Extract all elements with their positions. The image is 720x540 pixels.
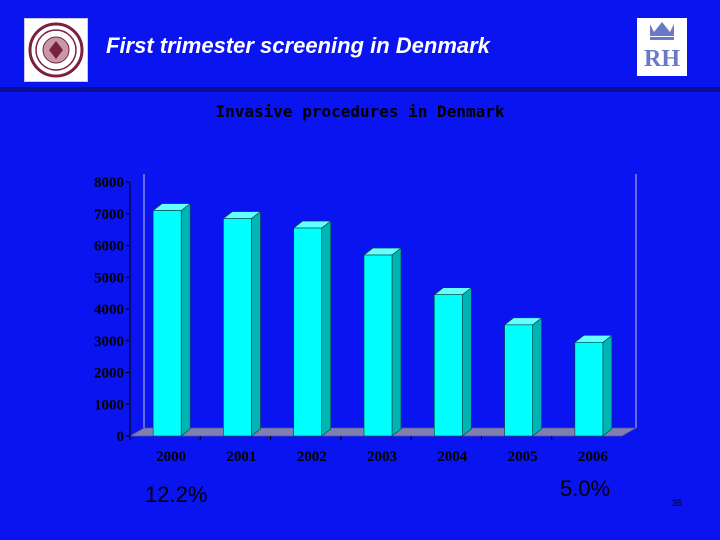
bar-front [152,210,182,437]
bar [152,202,192,437]
svg-text:RH: RH [644,46,680,72]
university-seal-logo [24,18,88,82]
y-tick-label: 0 [117,429,125,445]
y-tick-label: 2000 [94,366,124,382]
y-tick-label: 7000 [94,207,124,223]
x-tick-label: 2001 [226,449,256,465]
bar-side [321,220,332,437]
bar [222,210,262,437]
right-percent-annotation: 5.0% [560,476,611,501]
x-tick-label: 2004 [437,449,468,465]
y-tick-label: 1000 [94,397,124,413]
bar-side [251,210,261,437]
y-tick-label: 4000 [94,302,124,318]
bar [363,247,402,437]
left-percent-annotation: 12.2% [145,482,208,507]
x-tick-label: 2002 [297,449,327,465]
bar-front [504,324,533,437]
bar-front [363,254,393,437]
x-axis: 2000 2001 2002 2003 2004 2005 2006 [129,436,609,465]
bar-front [574,342,604,437]
bar-front [223,218,252,437]
x-tick-label: 2000 [156,449,186,465]
x-tick-label: 2003 [367,449,397,465]
header-divider [0,87,720,92]
bar [573,334,613,437]
bar-side [461,287,472,437]
bar [503,317,543,437]
bar-front [433,294,463,437]
bar-series [152,202,613,437]
bar-side [391,247,402,437]
bar-front [293,227,323,437]
y-tick-label: 5000 [94,270,124,286]
bar [292,220,332,437]
x-tick-label: 2006 [578,449,609,465]
x-tick-label: 2005 [508,449,538,465]
chart-title: Invasive procedures in Denmark [215,102,505,121]
bar-side [602,334,613,437]
rigshospitalet-crown-logo: RH [637,18,687,76]
y-tick-label: 3000 [94,334,124,350]
bar [433,287,473,437]
y-tick-label: 6000 [94,239,124,255]
bar-side [532,317,542,437]
bar-side [180,202,191,437]
y-tick-label: 8000 [94,175,124,191]
slide-title: First trimester screening in Denmark [106,33,490,58]
page-number: 35 [672,498,683,508]
y-axis: 0 1000 2000 3000 4000 5000 6000 7000 8000 [94,175,130,445]
